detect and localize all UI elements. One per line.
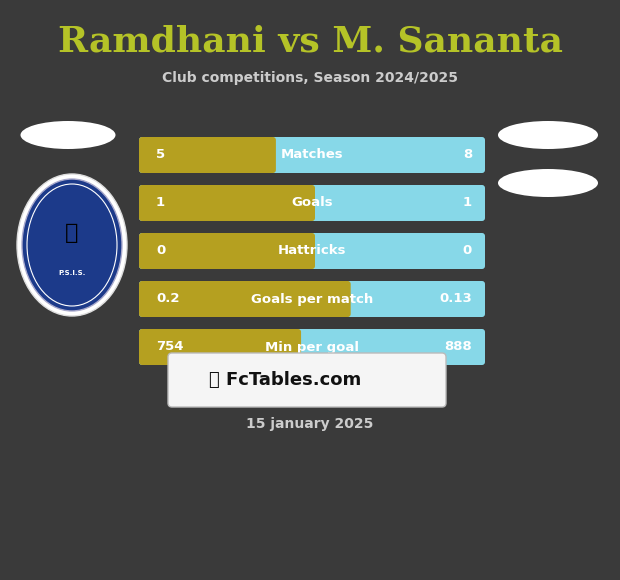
Text: 📊 FcTables.com: 📊 FcTables.com (210, 371, 361, 389)
Text: 5: 5 (156, 148, 165, 161)
Text: 1: 1 (463, 197, 472, 209)
Text: Club competitions, Season 2024/2025: Club competitions, Season 2024/2025 (162, 71, 458, 85)
Text: 0.13: 0.13 (439, 292, 472, 306)
Ellipse shape (498, 169, 598, 197)
FancyBboxPatch shape (139, 185, 485, 221)
Text: Ramdhani vs M. Sananta: Ramdhani vs M. Sananta (58, 25, 562, 59)
Ellipse shape (22, 179, 122, 311)
FancyBboxPatch shape (139, 233, 315, 269)
FancyBboxPatch shape (139, 137, 276, 173)
Text: 8: 8 (463, 148, 472, 161)
Text: 1: 1 (156, 197, 165, 209)
Text: 15 january 2025: 15 january 2025 (246, 417, 374, 431)
Text: 0: 0 (463, 245, 472, 258)
Ellipse shape (498, 121, 598, 149)
Text: 888: 888 (445, 340, 472, 353)
Text: Goals per match: Goals per match (251, 292, 373, 306)
Text: 🦅: 🦅 (65, 223, 79, 243)
FancyBboxPatch shape (139, 137, 485, 173)
FancyBboxPatch shape (139, 281, 485, 317)
FancyBboxPatch shape (139, 233, 485, 269)
Text: Goals: Goals (291, 197, 333, 209)
Text: 0.2: 0.2 (156, 292, 180, 306)
FancyBboxPatch shape (139, 329, 301, 365)
Text: P.S.I.S.: P.S.I.S. (58, 270, 86, 276)
Ellipse shape (17, 174, 127, 316)
Text: Hattricks: Hattricks (278, 245, 346, 258)
FancyBboxPatch shape (168, 353, 446, 407)
Text: Matches: Matches (281, 148, 343, 161)
Text: Min per goal: Min per goal (265, 340, 359, 353)
Text: 754: 754 (156, 340, 184, 353)
Ellipse shape (20, 121, 115, 149)
FancyBboxPatch shape (139, 281, 351, 317)
FancyBboxPatch shape (139, 185, 315, 221)
FancyBboxPatch shape (139, 329, 485, 365)
Text: 0: 0 (156, 245, 166, 258)
